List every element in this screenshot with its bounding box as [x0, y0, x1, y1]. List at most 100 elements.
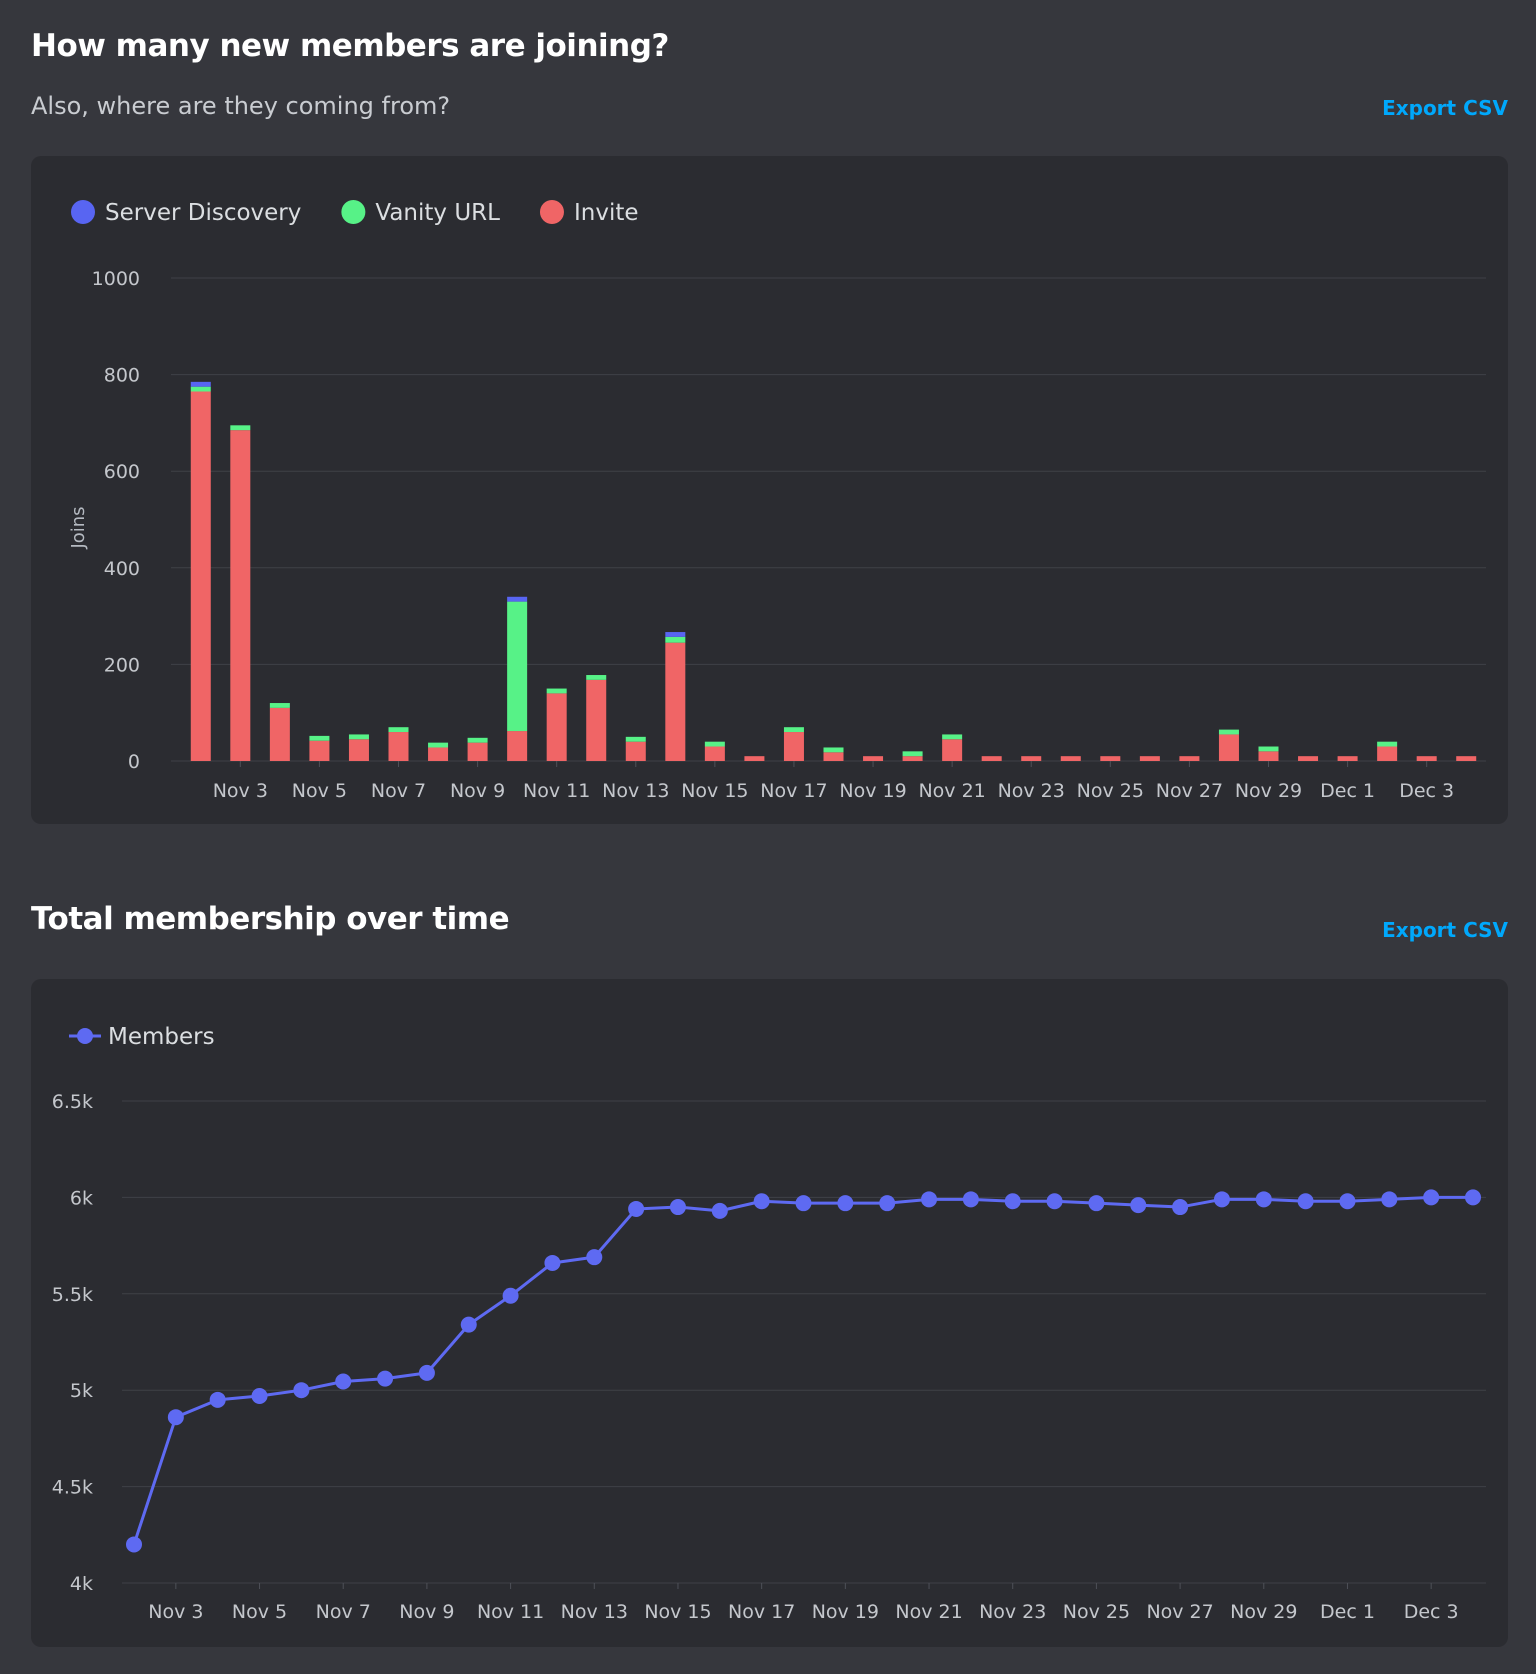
members-point — [418, 1364, 435, 1381]
members-point — [209, 1391, 226, 1408]
bar-server-discovery — [665, 632, 686, 637]
members-point — [753, 1193, 770, 1210]
y-tick-label: 0 — [128, 751, 140, 773]
x-tick-label: Nov 13 — [561, 1601, 628, 1623]
members-point — [1339, 1193, 1356, 1210]
bar-vanity-url — [230, 425, 251, 431]
bar-vanity-url — [507, 601, 528, 732]
bar-vanity-url — [942, 734, 963, 740]
members-point — [669, 1199, 686, 1216]
x-tick-label: Nov 19 — [839, 780, 906, 802]
legend-members-label: Members — [108, 1024, 215, 1050]
bar-vanity-url — [902, 751, 923, 757]
bar-invite — [1337, 756, 1358, 761]
x-tick-label: Nov 29 — [1230, 1601, 1297, 1623]
x-tick-label: Nov 25 — [1063, 1601, 1130, 1623]
bar-vanity-url — [823, 747, 844, 753]
members-point — [795, 1195, 812, 1212]
y-tick-label: 4.5k — [52, 1477, 93, 1499]
bar-invite — [1298, 756, 1319, 761]
bar-invite — [190, 391, 211, 761]
bar-invite — [744, 756, 765, 761]
members-point — [167, 1409, 184, 1426]
members-point — [1046, 1193, 1063, 1210]
bar-vanity-url — [348, 734, 369, 740]
bar-vanity-url — [1258, 746, 1279, 752]
y-tick-label: 400 — [104, 558, 140, 580]
joins-export-csv-link[interactable]: Export CSV — [1382, 96, 1508, 120]
membership-export-csv-link[interactable]: Export CSV — [1382, 918, 1508, 942]
x-tick-label: Nov 13 — [602, 780, 669, 802]
x-tick-label: Nov 15 — [681, 780, 748, 802]
x-tick-label: Nov 3 — [213, 780, 268, 802]
x-tick-label: Nov 25 — [1077, 780, 1144, 802]
bar-invite — [1179, 756, 1200, 761]
members-point — [586, 1249, 603, 1266]
bar-invite — [230, 430, 251, 761]
bar-invite — [269, 707, 290, 761]
x-tick-label: Dec 1 — [1320, 780, 1375, 802]
legend-server-discovery-label: Server Discovery — [105, 200, 301, 226]
members-point — [837, 1195, 854, 1212]
x-tick-label: Nov 27 — [1156, 780, 1223, 802]
y-tick-label: 600 — [104, 461, 140, 483]
members-point — [1213, 1191, 1230, 1208]
bar-server-discovery — [507, 596, 528, 602]
bar-invite — [1060, 756, 1081, 761]
bar-invite — [507, 731, 528, 761]
x-tick-label: Nov 9 — [450, 780, 505, 802]
members-point — [335, 1373, 352, 1390]
members-point — [1172, 1199, 1189, 1216]
members-point — [1423, 1189, 1440, 1206]
bar-invite — [863, 756, 884, 761]
x-tick-label: Nov 21 — [895, 1601, 962, 1623]
members-point — [544, 1254, 561, 1271]
bar-invite — [1021, 756, 1042, 761]
y-tick-label: 1000 — [92, 268, 140, 290]
bar-invite — [823, 752, 844, 761]
membership-chart: Members 4k 4.5k 5k 5.5k 6k 6.5k Nov 3 Nov 5 Nov 7… — [52, 1024, 1486, 1623]
x-tick-label: Nov 7 — [316, 1601, 371, 1623]
x-tick-label: Nov 23 — [998, 780, 1065, 802]
x-tick-label: Dec 1 — [1320, 1601, 1375, 1623]
bar-invite — [1416, 756, 1437, 761]
bar-invite — [1100, 756, 1121, 761]
y-axis-title: Joins — [68, 506, 89, 549]
bar-invite — [546, 693, 567, 761]
joins-section-title: How many new members are joining? — [31, 28, 669, 64]
bar-invite — [1218, 734, 1239, 761]
bar-invite — [783, 732, 804, 761]
joins-chart-card: Server Discovery Vanity URL Invite 0 200 400 6… — [31, 156, 1508, 824]
bar-vanity-url — [586, 675, 607, 680]
members-point — [1255, 1191, 1272, 1208]
x-tick-label: Nov 27 — [1146, 1601, 1213, 1623]
y-tick-label: 800 — [104, 365, 140, 387]
x-tick-label: Nov 11 — [523, 780, 590, 802]
members-point — [1088, 1195, 1105, 1212]
x-tick-label: Nov 17 — [728, 1601, 795, 1623]
bar-vanity-url — [546, 688, 567, 694]
x-tick-label: Dec 3 — [1404, 1601, 1459, 1623]
bar-vanity-url — [428, 742, 449, 748]
membership-section-title: Total membership over time — [31, 901, 510, 937]
members-point — [1004, 1193, 1021, 1210]
bar-invite — [942, 739, 963, 761]
x-tick-label: Nov 9 — [399, 1601, 454, 1623]
legend-invite-dot — [539, 200, 564, 224]
bar-invite — [704, 746, 725, 761]
members-point — [711, 1202, 728, 1219]
bar-vanity-url — [1377, 741, 1398, 747]
bar-vanity-url — [309, 735, 330, 741]
bar-invite — [665, 642, 686, 761]
x-tick-label: Nov 17 — [760, 780, 827, 802]
members-point — [1381, 1191, 1398, 1208]
bar-server-discovery — [190, 381, 211, 387]
bar-invite — [1456, 756, 1477, 761]
members-point — [1465, 1189, 1481, 1206]
bar-invite — [586, 679, 607, 761]
bar-invite — [1139, 756, 1160, 761]
x-tick-label: Nov 29 — [1235, 780, 1302, 802]
members-point — [251, 1387, 268, 1404]
bar-invite — [388, 732, 409, 761]
x-tick-label: Nov 5 — [232, 1601, 287, 1623]
